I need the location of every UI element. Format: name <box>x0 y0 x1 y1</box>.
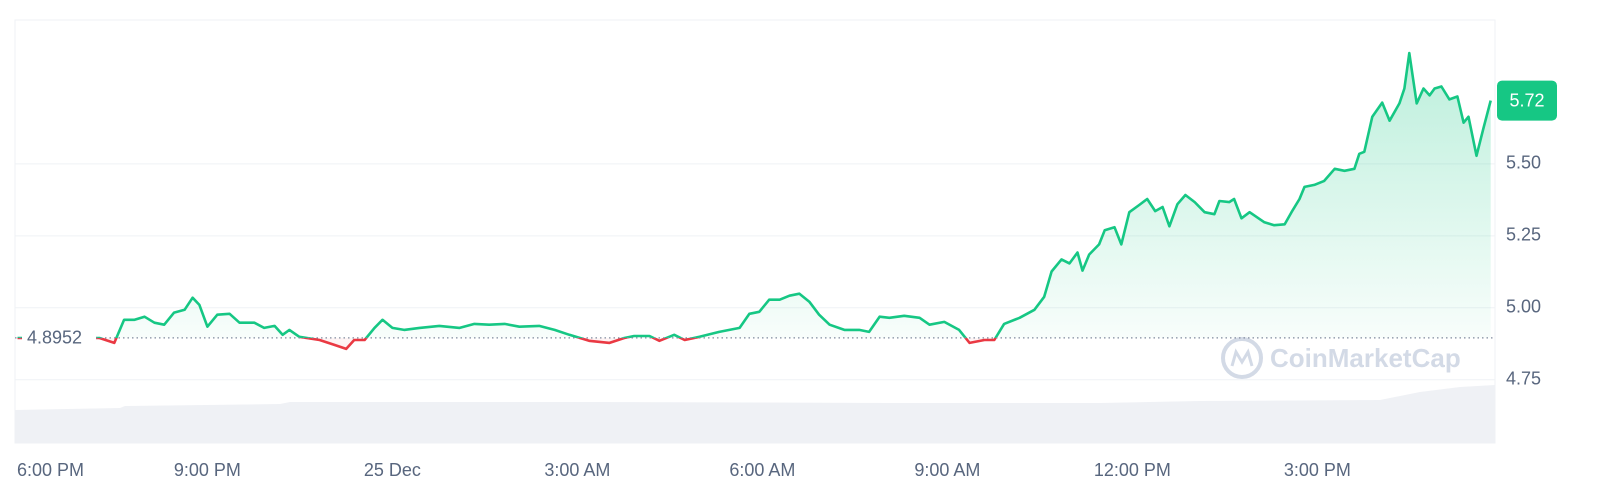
baseline-label-bg <box>22 325 96 350</box>
y-tick-label: 4.75 <box>1506 368 1541 388</box>
watermark-logo <box>1221 337 1263 379</box>
price-line <box>17 51 1492 351</box>
x-tick-label: 25 Dec <box>364 460 421 480</box>
overlay: 4.8952 5.72 <box>15 80 1557 350</box>
watermark-text: CoinMarketCap <box>1270 343 1461 373</box>
watermark: CoinMarketCap <box>1221 337 1461 379</box>
x-tick-label: 6:00 AM <box>729 460 795 480</box>
current-price-label: 5.72 <box>1509 90 1544 110</box>
volume-area <box>15 385 1495 443</box>
current-price-tag <box>1497 80 1557 121</box>
plot <box>17 51 1492 351</box>
y-tick-label: 5.25 <box>1506 225 1541 245</box>
y-tick-label: 5.50 <box>1506 153 1541 173</box>
x-tick-label: 9:00 AM <box>914 460 980 480</box>
x-tick-label: 3:00 PM <box>1284 460 1351 480</box>
x-tick-label: 12:00 PM <box>1094 460 1171 480</box>
y-tick-label: 5.00 <box>1506 297 1541 317</box>
x-tick-label: 3:00 AM <box>544 460 610 480</box>
baseline-label: 4.8952 <box>27 328 82 348</box>
x-tick-label: 9:00 PM <box>174 460 241 480</box>
x-tick-label: 6:00 PM <box>17 460 84 480</box>
price-area <box>17 53 1491 349</box>
watermark-logo-mark <box>1230 348 1254 367</box>
